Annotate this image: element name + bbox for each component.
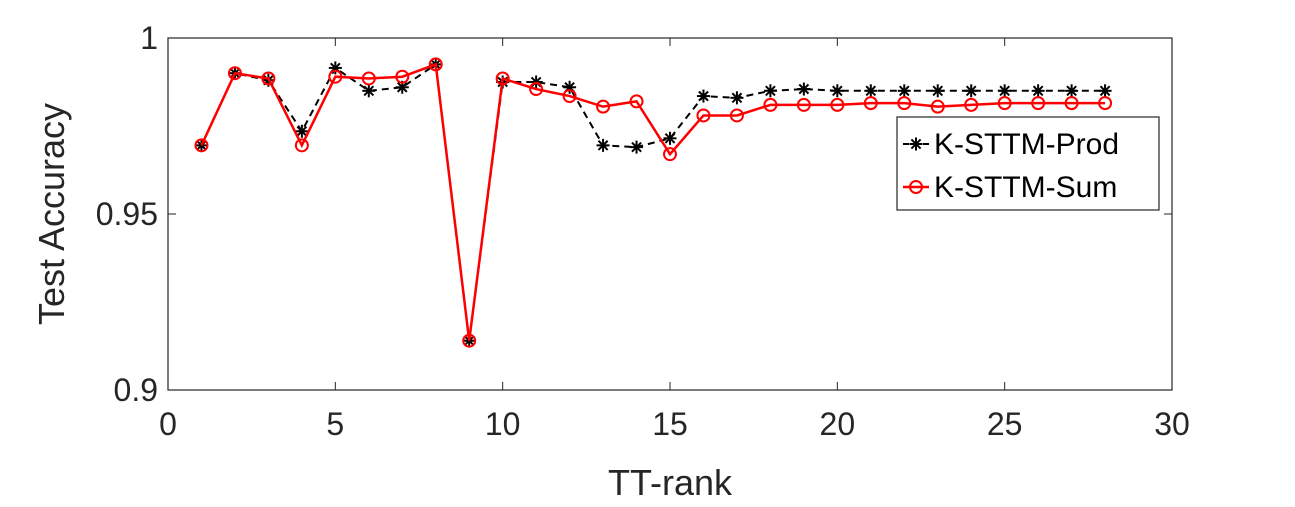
data-point-sum [763, 97, 778, 112]
data-point-sum [897, 96, 912, 111]
legend-marker-sum [909, 180, 923, 194]
y-tick-label: 1 [140, 20, 158, 56]
data-point-sum [997, 96, 1012, 111]
data-point-prod [362, 84, 376, 98]
data-point-sum [227, 66, 242, 81]
data-point-sum [796, 97, 811, 112]
data-point-prod [663, 131, 677, 145]
data-point-sum [328, 69, 343, 84]
data-point-prod [1031, 84, 1045, 98]
data-point-sum [562, 89, 577, 104]
data-point-prod [797, 82, 811, 96]
data-point-sum [830, 97, 845, 112]
data-point-prod [931, 84, 945, 98]
legend: K-STTM-Prod K-STTM-Sum [896, 116, 1160, 211]
data-point-prod [830, 84, 844, 98]
legend-asterisk [909, 137, 923, 151]
data-point-sum [629, 94, 644, 109]
x-tick-label: 20 [820, 406, 856, 442]
x-tick-label: 10 [485, 406, 521, 442]
legend-label-prod: K-STTM-Prod [934, 128, 1119, 161]
data-point-prod [295, 124, 309, 138]
data-point-sum [495, 71, 510, 86]
x-tick-label: 30 [1154, 406, 1190, 442]
legend-box [896, 116, 1160, 211]
data-point-sum [194, 138, 209, 153]
y-axis-label: Test Accuracy [31, 103, 72, 325]
x-tick-label: 15 [652, 406, 688, 442]
x-tick-label: 25 [987, 406, 1023, 442]
axis-ticks: 0 5 10 15 20 25 30 0.9 0.95 1 [96, 20, 1190, 442]
data-point-sum [930, 99, 945, 114]
data-point-sum [395, 69, 410, 84]
data-point-sum [1064, 96, 1079, 111]
data-point-sum [428, 57, 443, 72]
y-tick-label: 0.9 [114, 372, 158, 408]
series-layer [194, 57, 1113, 348]
series-line-sum [200, 62, 1106, 341]
data-point-prod [1065, 84, 1079, 98]
data-point-sum [261, 71, 276, 86]
data-point-prod [998, 84, 1012, 98]
data-point-prod [1098, 84, 1112, 98]
data-point-prod [897, 84, 911, 98]
x-tick-label: 0 [159, 406, 177, 442]
data-point-sum [696, 108, 711, 123]
series-line-prod [200, 62, 1106, 341]
y-tick-label: 0.95 [96, 196, 158, 232]
plot-area [167, 37, 1173, 391]
data-point-sum [596, 99, 611, 114]
data-point-prod [630, 140, 644, 154]
legend-label-sum: K-STTM-Sum [934, 171, 1117, 204]
data-point-sum [964, 97, 979, 112]
x-tick-label: 5 [326, 406, 344, 442]
data-point-prod [730, 91, 744, 105]
data-point-sum [729, 108, 744, 123]
x-axis-label: TT-rank [608, 462, 733, 503]
data-point-sum [361, 71, 376, 86]
data-point-sum [863, 96, 878, 111]
data-point-sum [1031, 96, 1046, 111]
data-point-sum [462, 333, 477, 348]
data-point-prod [864, 84, 878, 98]
legend-marker-prod [909, 137, 923, 151]
data-point-prod [696, 89, 710, 103]
data-point-sum [294, 138, 309, 153]
data-point-prod [964, 84, 978, 98]
data-point-prod [596, 138, 610, 152]
data-point-sum [663, 147, 677, 162]
data-point-prod [763, 84, 777, 98]
data-point-sum [1098, 96, 1113, 111]
data-point-sum [529, 82, 544, 97]
